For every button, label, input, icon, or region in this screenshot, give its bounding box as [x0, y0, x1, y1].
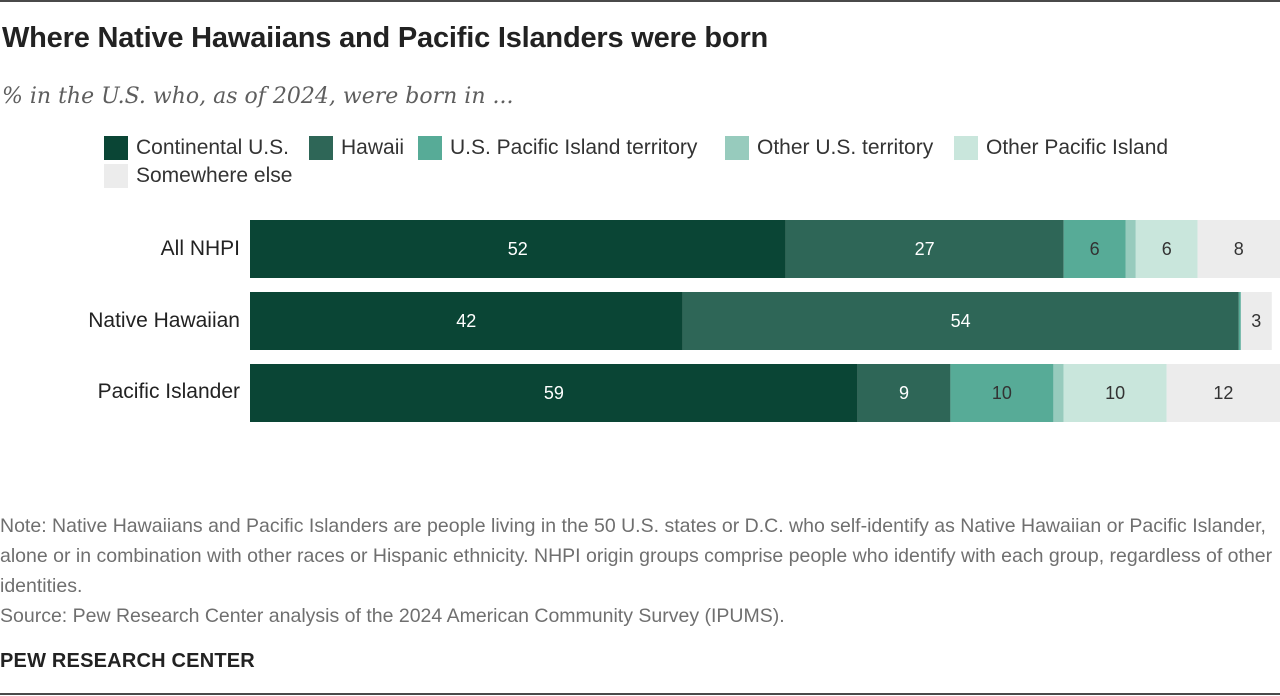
brand-wordmark: PEW RESEARCH CENTER	[0, 650, 255, 672]
bar-value-label: 52	[508, 239, 528, 259]
legend-item-continental-us: Continental U.S.	[104, 136, 289, 160]
bottom-rule	[0, 693, 1280, 695]
bar-segment	[1063, 220, 1126, 278]
bar-segment	[250, 292, 683, 350]
legend-label: Hawaii	[341, 136, 405, 159]
bar-value-label: 12	[1213, 383, 1233, 403]
legend-swatch	[418, 136, 442, 160]
bar-value-label: 9	[899, 383, 909, 403]
legend-label: U.S. Pacific Island territory	[450, 136, 698, 159]
bar-segment	[682, 292, 1239, 350]
legend-label: Other Pacific Island	[986, 136, 1169, 159]
footnote: Note: Native Hawaiians and Pacific Islan…	[0, 511, 1280, 631]
bar-segment	[250, 220, 786, 278]
bar-segment	[1063, 364, 1167, 422]
legend-item-somewhere-else: Somewhere else	[104, 164, 292, 188]
legend-swatch	[725, 136, 749, 160]
legend-item-us-pacific-island-territory: U.S. Pacific Island territory	[418, 136, 697, 160]
bar-value-label: 27	[915, 239, 935, 259]
bar-segment	[1197, 220, 1280, 278]
bar-segment	[250, 364, 858, 422]
legend-label: Somewhere else	[136, 164, 293, 187]
bar-segment	[1238, 292, 1241, 350]
bar-value-label: 6	[1090, 239, 1100, 259]
chart-subtitle: % in the U.S. who, as of 2024, were born…	[2, 84, 514, 109]
bar-value-label: 10	[992, 383, 1012, 403]
row-label-native-hawaiian: Native Hawaiian	[88, 309, 240, 332]
bar-value-label: 54	[951, 311, 971, 331]
note-text: Note: Native Hawaiians and Pacific Islan…	[0, 515, 1273, 597]
bar-segment	[785, 220, 1064, 278]
legend-swatch	[309, 136, 333, 160]
source-text: Source: Pew Research Center analysis of …	[0, 605, 785, 627]
legend-item-other-us-territory: Other U.S. territory	[725, 136, 933, 160]
top-rule	[0, 0, 1280, 2]
legend-label: Continental U.S.	[136, 136, 289, 159]
bar-segment	[1125, 220, 1136, 278]
legend-swatch	[104, 164, 128, 188]
bar-segment	[1053, 364, 1064, 422]
bar-value-label: 8	[1234, 239, 1244, 259]
bar-segment	[950, 364, 1054, 422]
bar-value-label: 42	[456, 311, 476, 331]
chart-title: Where Native Hawaiians and Pacific Islan…	[2, 22, 769, 54]
legend-label: Other U.S. territory	[757, 136, 934, 159]
legend-swatch	[954, 136, 978, 160]
bar-segment	[1135, 220, 1198, 278]
bar-value-label: 10	[1105, 383, 1125, 403]
bar-segment	[1166, 364, 1280, 422]
legend-swatch	[104, 136, 128, 160]
row-label-all-nhpi: All NHPI	[160, 237, 240, 260]
bar-segment	[857, 364, 951, 422]
row-label-pacific-islander: Pacific Islander	[97, 380, 240, 403]
legend-item-hawaii: Hawaii	[309, 136, 404, 160]
legend-item-other-pacific-island: Other Pacific Island	[954, 136, 1168, 160]
bar-value-label: 6	[1162, 239, 1172, 259]
bar-value-label: 59	[544, 383, 564, 403]
bar-segment	[1240, 292, 1272, 350]
bar-value-label: 3	[1251, 311, 1261, 331]
